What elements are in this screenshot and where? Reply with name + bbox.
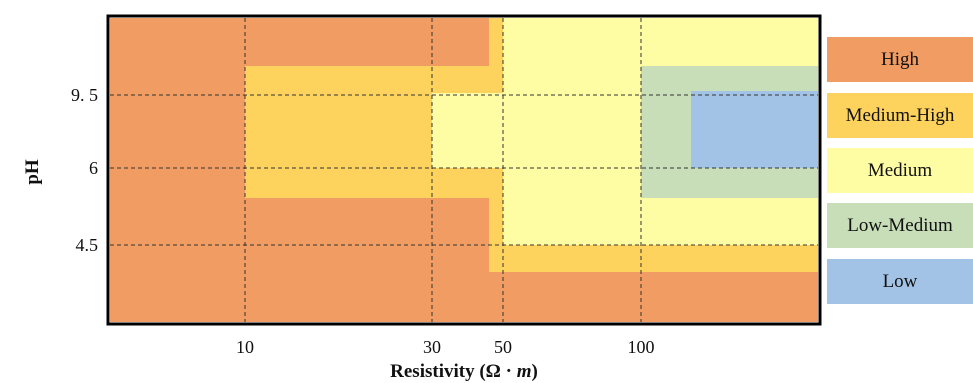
legend-label: Low-Medium <box>847 214 953 236</box>
x-tick-label: 100 <box>628 337 655 357</box>
y-tick-label: 6 <box>89 158 98 178</box>
grid-lines <box>110 18 818 322</box>
x-tick-labels: 10 30 50 100 <box>236 337 655 357</box>
y-axis-title: pH <box>22 159 43 185</box>
legend-item-low-medium: Low-Medium <box>827 203 973 248</box>
y-tick-labels: 9. 5 6 4.5 <box>71 85 98 255</box>
x-tick-label: 10 <box>236 337 254 357</box>
region-low-6 <box>691 91 818 168</box>
legend-label: High <box>881 48 919 70</box>
x-axis-title: Resistivity (Ω · m) <box>390 361 538 382</box>
legend-label: Medium <box>867 159 933 181</box>
x-tick-label: 30 <box>423 337 441 357</box>
legend-label: Medium-High <box>845 104 955 126</box>
legend-item-medium: Medium <box>827 148 973 193</box>
y-tick-label: 4.5 <box>76 235 99 255</box>
legend-item-medium-high: Medium-High <box>827 93 973 138</box>
legend-label: Low <box>882 270 918 292</box>
risk-regions <box>110 18 818 322</box>
plot-frame <box>106 14 822 326</box>
y-tick-label: 9. 5 <box>71 85 98 105</box>
legend-item-low: Low <box>827 259 973 304</box>
legend-item-high: High <box>827 37 973 82</box>
x-tick-label: 50 <box>494 337 512 357</box>
